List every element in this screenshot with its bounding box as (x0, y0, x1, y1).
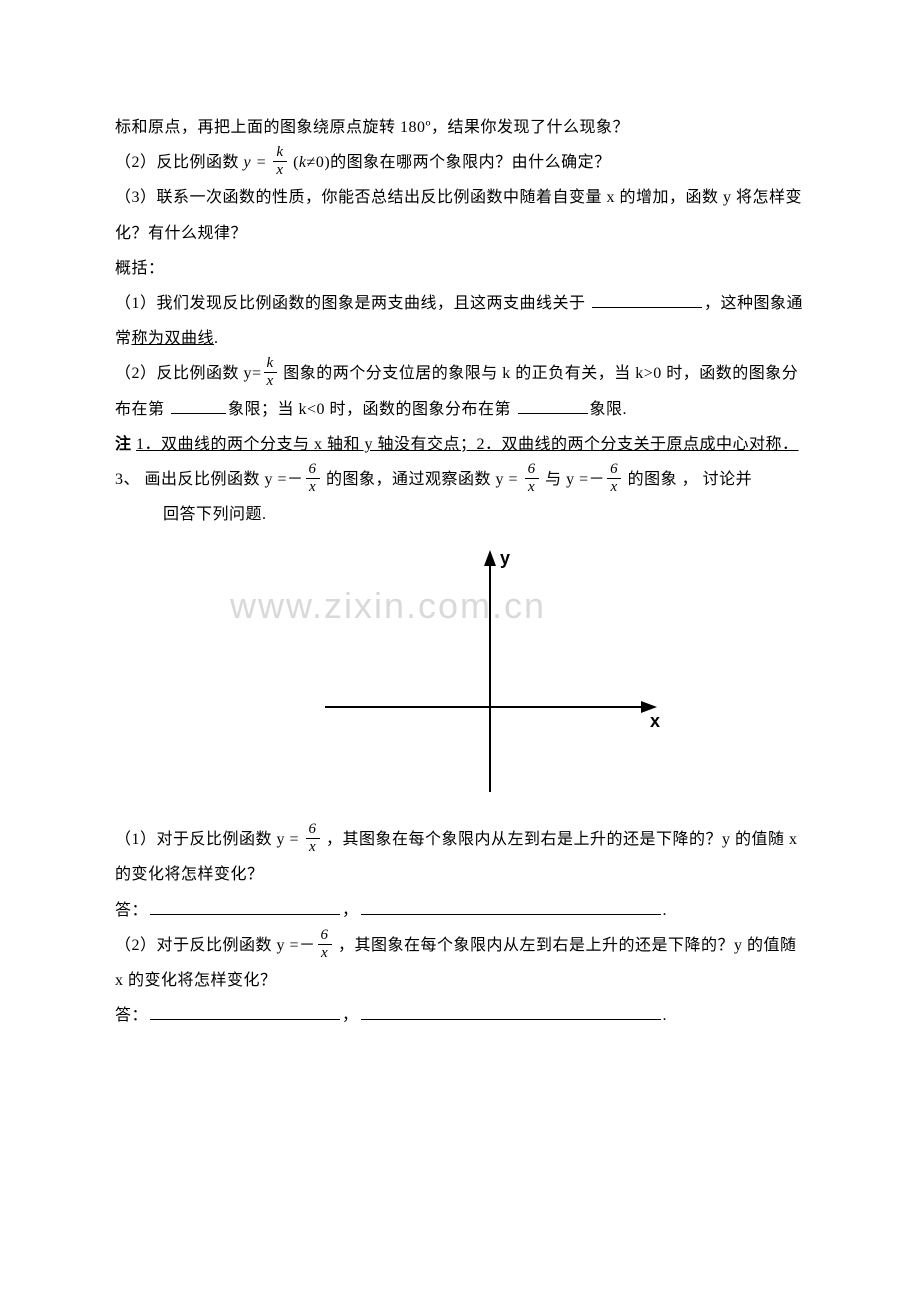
text: ≠0)的图象在哪两个象限内？由什么确定？ (307, 154, 611, 171)
denominator: x (306, 839, 320, 855)
blank-3 (518, 397, 588, 414)
paragraph-3: （3）联系一次函数的性质，你能否总结出反比例函数中随着自变量 x 的增加，函数 … (115, 180, 805, 250)
question-1: （1）对于反比例函数 y = 6x ，其图象在每个象限内从左到右是上升的还是下降… (115, 822, 805, 892)
fraction-6-x-neg: 6x (306, 462, 320, 495)
text: （1）我们发现反比例函数的图象是两支曲线，且这两支曲线关于 (115, 295, 590, 312)
paragraph-7: 3、 画出反比例函数 y =－6x 的图象，通过观察函数 y = 6x 与 y … (115, 462, 805, 497)
y-axis-label: y (500, 548, 510, 568)
note-text: 1．双曲线的两个分支与 x 轴和 y 轴没有交点；2．双曲线的两个分支关于原点成… (136, 436, 799, 453)
blank-ans2b (361, 1003, 661, 1020)
paragraph-4: 概括： (115, 251, 805, 286)
text: 与 y =－ (541, 471, 606, 488)
text: . (214, 330, 219, 347)
fraction-k-over-x: kx (273, 145, 286, 178)
text: ( (289, 154, 299, 171)
k-var: k (299, 154, 307, 171)
denominator: x (525, 479, 539, 495)
blank-2 (171, 397, 226, 414)
eq-y: y = (244, 154, 272, 171)
text: （2）反比例函数 y= (115, 365, 262, 382)
note-label: 注 (115, 436, 132, 453)
question-2: （2）对于反比例函数 y =－6x ，其图象在每个象限内从左到右是上升的还是下降… (115, 928, 805, 998)
text: 的图象 ， 讨论并 (623, 471, 752, 488)
paragraph-5: （1）我们发现反比例函数的图象是两支曲线，且这两支曲线关于 ，这种图象通常称为双… (115, 286, 805, 356)
denominator: x (318, 945, 332, 961)
denominator: x (306, 479, 320, 495)
blank-ans1b (361, 898, 661, 915)
x-axis-label: x (650, 711, 660, 731)
paragraph-7-cont: 回答下列问题. (115, 497, 805, 532)
period: . (663, 1007, 668, 1024)
paragraph-1: 标和原点，再把上面的图象绕原点旋转 180º，结果你发现了什么现象？ (115, 110, 805, 145)
text: （1）对于反比例函数 y = (115, 831, 304, 848)
answer-2: 答： ，. (115, 998, 805, 1033)
ans-label: 答： (115, 902, 148, 919)
fraction-6-x-neg-2: 6x (607, 462, 621, 495)
answer-1: 答： ，. (115, 893, 805, 928)
text: （2）反比例函数 (115, 154, 244, 171)
fraction-6-x-q2: 6x (318, 928, 332, 961)
denominator: x (607, 479, 621, 495)
fraction-k-over-x-2: kx (264, 356, 277, 389)
text: 象限. (590, 401, 628, 418)
underline-text: 称为双曲线 (132, 330, 215, 347)
numerator: k (264, 356, 277, 373)
ans-label: 答： (115, 1007, 148, 1024)
paragraph-2: （2）反比例函数 y = kx (k≠0)的图象在哪两个象限内？由什么确定？ (115, 145, 805, 180)
text: 3、 画出反比例函数 y =－ (115, 471, 304, 488)
numerator: 6 (607, 462, 621, 479)
numerator: 6 (525, 462, 539, 479)
period: . (663, 902, 668, 919)
fraction-6-x: 6x (525, 462, 539, 495)
comma: ， (342, 1007, 359, 1024)
paragraph-6: （2）反比例函数 y=kx 图象的两个分支位居的象限与 k 的正负有关，当 k>… (115, 356, 805, 426)
text: 象限；当 k<0 时，函数的图象分布在第 (228, 401, 516, 418)
note-line: 注 1．双曲线的两个分支与 x 轴和 y 轴没有交点；2．双曲线的两个分支关于原… (115, 427, 805, 462)
blank-1 (592, 291, 702, 308)
numerator: 6 (318, 928, 332, 945)
numerator: 6 (306, 462, 320, 479)
text: （2）对于反比例函数 y =－ (115, 937, 316, 954)
blank-ans1a (150, 898, 340, 915)
numerator: k (273, 145, 286, 162)
denominator: x (264, 373, 277, 389)
blank-ans2a (150, 1003, 340, 1020)
comma: ， (342, 902, 359, 919)
fraction-6-x-q1: 6x (306, 822, 320, 855)
numerator: 6 (306, 822, 320, 839)
text: 的图象，通过观察函数 y = (322, 471, 523, 488)
coordinate-axes: y x (315, 542, 665, 812)
denominator: x (273, 162, 286, 178)
